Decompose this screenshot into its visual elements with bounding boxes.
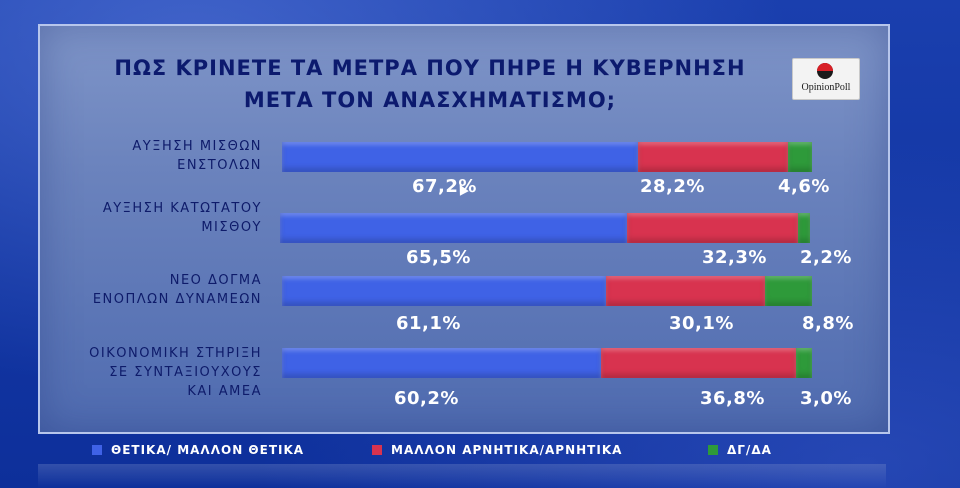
title-line-1: ΠΩΣ ΚΡΙΝΕΤΕ ΤΑ ΜΕΤΡΑ ΠΟΥ ΠΗΡΕ Η ΚΥΒΕΡΝΗΣ…	[114, 56, 746, 80]
bar-segment-negative	[638, 142, 788, 172]
category-label-line: ΕΝΣΤΟΛΩΝ	[177, 158, 262, 173]
value-label-positive: 61,1%	[396, 313, 461, 334]
category-label-line: ΝΕΟ ΔΟΓΜΑ	[169, 273, 262, 288]
category-label-line: ΕΝΟΠΛΩΝ ΔΥΝΑΜΕΩΝ	[92, 292, 262, 307]
logo-circle-icon	[817, 63, 833, 79]
category-label-line: ΑΥΞΗΣΗ ΚΑΤΩΤΑΤΟΥ	[102, 201, 262, 216]
legend-swatch-dk	[708, 445, 718, 455]
legend-item-negative: ΜΑΛΛΟΝ ΑΡΝΗΤΙΚΑ/ΑΡΝΗΤΙΚΑ	[372, 442, 622, 458]
bar-segment-dk	[798, 213, 810, 243]
legend-swatch-negative	[372, 445, 382, 455]
category-label-line: ΜΙΣΘΟΥ	[201, 220, 262, 235]
value-label-positive: 67,2%	[412, 176, 477, 197]
legend-label-positive: ΘΕΤΙΚΑ/ ΜΑΛΛΟΝ ΘΕΤΙΚΑ	[111, 443, 305, 457]
bar-segment-negative	[601, 348, 797, 378]
bar-segment-positive	[282, 348, 602, 378]
category-label-line: ΚΑΙ ΑΜΕΑ	[187, 384, 262, 399]
legend-swatch-positive	[92, 445, 102, 455]
value-label-dk: 3,0%	[800, 388, 852, 409]
value-label-negative: 36,8%	[700, 388, 765, 409]
value-label-dk: 2,2%	[800, 247, 852, 268]
legend-label-dk: ΔΓ/ΔΑ	[727, 443, 772, 457]
value-label-dk: 8,8%	[802, 313, 854, 334]
opinionpoll-logo: OpinionPoll	[792, 58, 860, 100]
bar-segment-positive	[282, 142, 639, 172]
logo-text: OpinionPoll	[801, 82, 851, 93]
reflection	[38, 464, 886, 488]
bar-segment-dk	[796, 348, 812, 378]
category-label-line: ΑΥΞΗΣΗ ΜΙΣΘΩΝ	[132, 139, 262, 154]
bar-segment-dk	[787, 142, 812, 172]
bar-segment-negative	[605, 276, 766, 306]
category-label: ΟΙΚΟΝΟΜΙΚΗ ΣΤΗΡΙΞΗ ΣΕ ΣΥΝΤΑΞΙΟΥΧΟΥΣ ΚΑΙ ΑΜ…	[30, 344, 262, 401]
title-line-2: ΜΕΤΑ ΤΟΝ ΑΝΑΣΧΗΜΑΤΙΣΜΟ;	[243, 88, 617, 112]
value-label-dk: 4,6%	[778, 176, 830, 197]
chart-title: ΠΩΣ ΚΡΙΝΕΤΕ ΤΑ ΜΕΤΡΑ ΠΟΥ ΠΗΡΕ Η ΚΥΒΕΡΝΗΣ…	[60, 52, 800, 116]
value-label-negative: 32,3%	[702, 247, 767, 268]
value-label-negative: 30,1%	[669, 313, 734, 334]
bar-segment-negative	[627, 213, 799, 243]
value-label-positive: 60,2%	[394, 388, 459, 409]
bar-segment-dk	[765, 276, 812, 306]
legend-label-negative: ΜΑΛΛΟΝ ΑΡΝΗΤΙΚΑ/ΑΡΝΗΤΙΚΑ	[391, 443, 623, 457]
legend-item-dk: ΔΓ/ΔΑ	[708, 442, 772, 458]
category-label: ΑΥΞΗΣΗ ΚΑΤΩΤΑΤΟΥ ΜΙΣΘΟΥ	[30, 199, 262, 237]
bar-segment-positive	[282, 276, 606, 306]
legend-item-positive: ΘΕΤΙΚΑ/ ΜΑΛΛΟΝ ΘΕΤΙΚΑ	[92, 442, 304, 458]
category-label-line: ΣΕ ΣΥΝΤΑΞΙΟΥΧΟΥΣ	[109, 365, 262, 380]
category-label-line: ΟΙΚΟΝΟΜΙΚΗ ΣΤΗΡΙΞΗ	[89, 346, 262, 361]
value-label-positive: 65,5%	[406, 247, 471, 268]
bar-segment-positive	[280, 213, 628, 243]
value-label-negative: 28,2%	[640, 176, 705, 197]
category-label: ΑΥΞΗΣΗ ΜΙΣΘΩΝ ΕΝΣΤΟΛΩΝ	[30, 137, 262, 175]
category-label: ΝΕΟ ΔΟΓΜΑ ΕΝΟΠΛΩΝ ΔΥΝΑΜΕΩΝ	[30, 271, 262, 309]
